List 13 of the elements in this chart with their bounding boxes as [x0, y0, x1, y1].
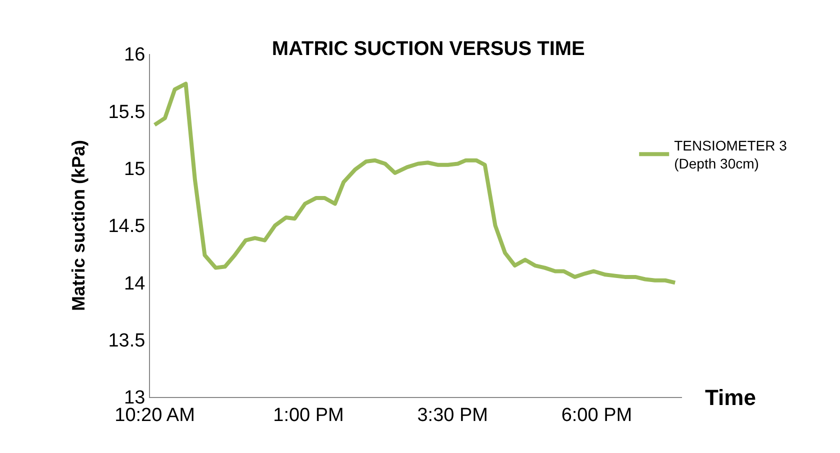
x-tick-label: 6:00 PM — [561, 404, 632, 426]
x-axis-title: Time — [705, 385, 756, 410]
y-tick-label: 14.5 — [108, 216, 146, 238]
y-tick-label: 15 — [124, 158, 146, 180]
chart-title: MATRIC SUCTION VERSUS TIME — [272, 38, 585, 60]
y-tick-label: 14 — [124, 273, 146, 294]
y-tick-label: 16 — [124, 44, 146, 66]
x-tick-label: 1:00 PM — [273, 404, 344, 426]
y-tick-label: 13.5 — [108, 330, 146, 352]
y-tick-label: 15.5 — [108, 102, 146, 123]
x-tick-label: 3:30 PM — [417, 404, 488, 426]
y-axis-title: Matric suction (kPa) — [68, 140, 88, 312]
legend-label: TENSIOMETER 3 (Depth 30cm) — [674, 138, 788, 172]
